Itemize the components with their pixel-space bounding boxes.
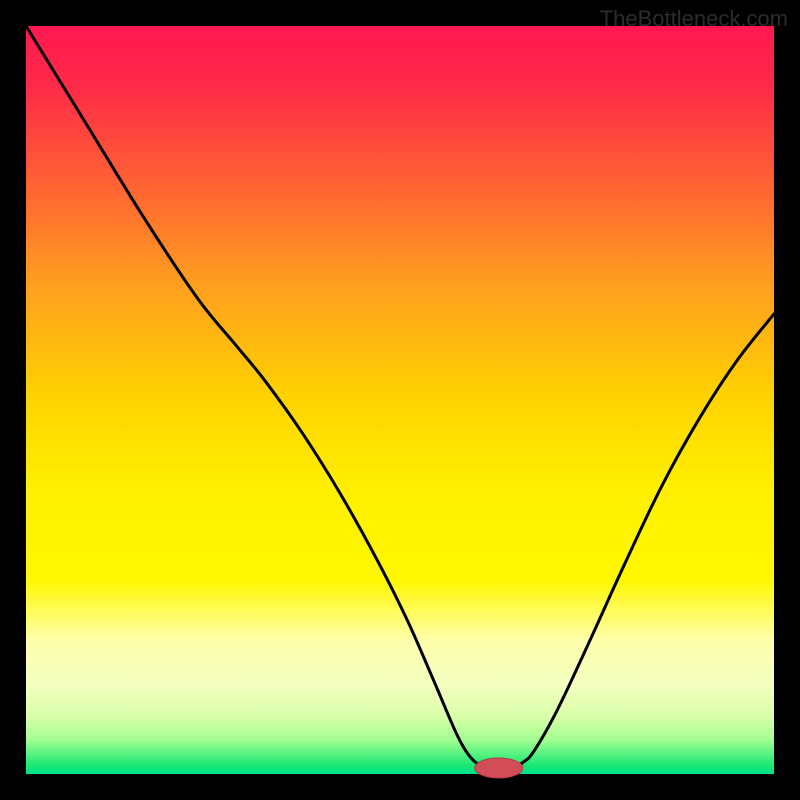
chart-svg [0,0,800,800]
bottleneck-chart: TheBottleneck.com [0,0,800,800]
watermark-text: TheBottleneck.com [600,6,788,32]
